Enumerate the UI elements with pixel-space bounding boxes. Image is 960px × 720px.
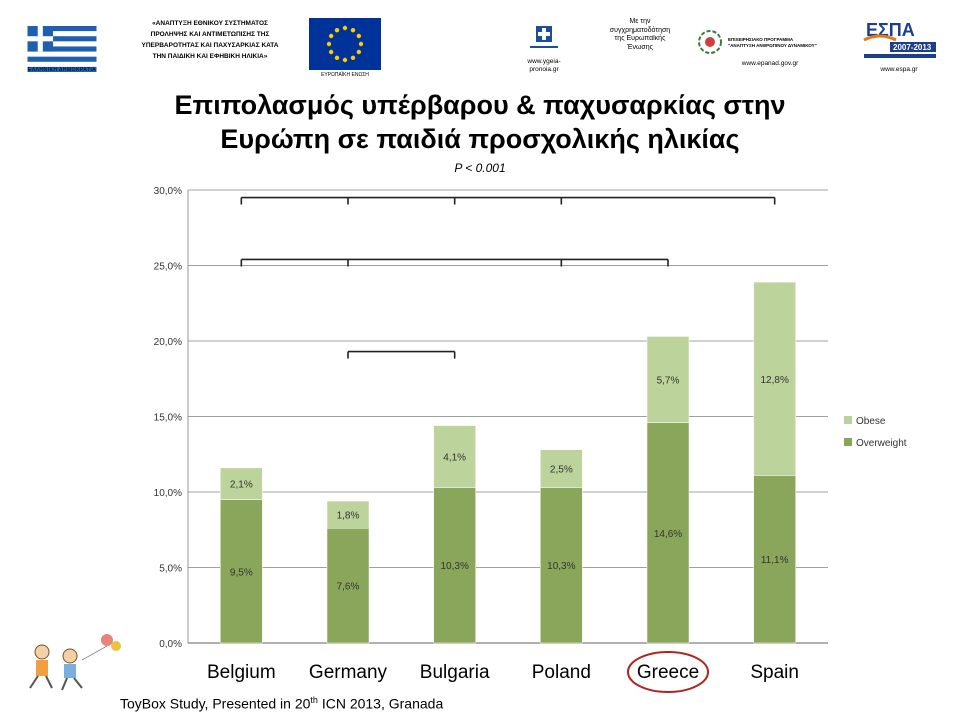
epan-url: www.epanad.gov.gr <box>741 60 799 67</box>
p-value: P < 0.001 <box>454 161 506 175</box>
legend-swatch <box>844 416 852 424</box>
bar-obese <box>220 467 263 500</box>
program-line: ΠΡΟΛΗΨΗΣ ΚΑΙ ΑΝΤΙΜΕΤΩΠΙΣΗΣ ΤΗΣ <box>150 31 270 38</box>
data-label: 11,1% <box>761 555 789 566</box>
x-tick-label: Spain <box>750 662 799 683</box>
children-illustration-icon <box>29 634 121 691</box>
data-label: 7,6% <box>337 582 360 593</box>
bar-overweight <box>220 499 263 644</box>
bar-overweight <box>326 527 370 644</box>
cofund-line: Με την <box>629 18 651 25</box>
x-tick-label: Germany <box>309 662 388 683</box>
data-label: 2,1% <box>230 480 253 491</box>
bar-obese <box>753 281 796 476</box>
ygeia-pronoia-logo-icon <box>530 26 558 48</box>
eu-star-icon <box>358 41 364 47</box>
eu-flag-icon <box>309 18 381 70</box>
y-tick-label: 20,0% <box>154 337 182 348</box>
eu-star-icon <box>328 33 334 39</box>
ygeia-caption-line: www.ygeia- <box>527 58 561 65</box>
cofund-line: της Ευρωπαϊκής <box>614 35 666 42</box>
y-tick-label: 5,0% <box>159 564 182 575</box>
bar-overweight <box>753 475 796 644</box>
footer-superscript: th <box>310 695 318 705</box>
program-line: ΤΗΝ ΠΑΙΔΙΚΗ ΚΑΙ ΕΦΗΒΙΚΗ ΗΛΙΚΙΑ» <box>152 53 268 60</box>
x-tick-label: Greece <box>637 662 699 683</box>
espa-years: 2007-2013 <box>893 43 932 52</box>
eu-star-icon <box>350 27 356 33</box>
eu-star-icon <box>342 25 348 31</box>
data-label: 14,6% <box>654 529 682 540</box>
bar-overweight <box>433 487 476 644</box>
eu-star-icon <box>334 55 340 61</box>
espa-url: www.espa.gr <box>880 66 918 73</box>
cofunding-text: Με την συγχρηματοδότηση της Ευρωπαϊκής Έ… <box>590 18 690 52</box>
data-label: 5,7% <box>657 376 680 387</box>
y-tick-label: 10,0% <box>154 488 182 499</box>
cofund-line: Ένωσης <box>626 43 654 51</box>
y-tick-label: 30,0% <box>154 186 182 197</box>
footer-suffix: ICN 2013, Granada <box>317 695 444 712</box>
ygeia-caption-line: pronoia.gr <box>529 66 559 73</box>
eu-star-icon <box>356 49 362 55</box>
eu-star-icon <box>328 49 334 55</box>
data-label: 10,3% <box>547 561 575 572</box>
x-tick-label: Poland <box>532 662 591 683</box>
y-tick-label: 25,0% <box>154 262 182 273</box>
legend-swatch <box>844 438 852 446</box>
epan-line: "ΑΝΑΠΤΥΞΗ ΑΝΘΡΩΠΙΝΟΥ ΔΥΝΑΜΙΚΟΥ" <box>728 43 817 48</box>
epan-program-logo-icon <box>698 30 722 54</box>
eu-star-icon <box>326 41 332 47</box>
x-tick-label: Belgium <box>207 662 276 683</box>
title-line-2: Ευρώπη σε παιδιά προσχολικής ηλικίας <box>220 124 740 154</box>
title-line-1: Επιπολασμός υπέρβαρου & παχυσαρκίας στην <box>174 90 786 120</box>
data-label: 4,1% <box>443 453 466 464</box>
cofund-line: συγχρηματοδότηση <box>609 26 671 34</box>
epan-program-text: ΕΠΙΧΕΙΡΗΣΙΑΚΟ ΠΡΟΓΡΑΜΜΑ "ΑΝΑΠΤΥΞΗ ΑΝΘΡΩΠ… <box>728 37 848 49</box>
program-line: «ΑΝΑΠΤΥΞΗ ΕΘΝΙΚΟΥ ΣΥΣΤΗΜΑΤΟΣ <box>152 20 268 27</box>
bar-obese <box>646 336 690 423</box>
eu-star-icon <box>342 57 348 63</box>
data-label: 12,8% <box>760 375 788 386</box>
data-label: 1,8% <box>337 511 360 522</box>
eu-star-icon <box>356 33 362 39</box>
program-line: ΥΠΕΡΒΑΡΟΤΗΤΑΣ ΚΑΙ ΠΑΧΥΣΑΡΚΙΑΣ ΚΑΤΑ <box>141 42 279 49</box>
espa-logo-icon: ΕΣΠΑ 2007-2013 <box>863 20 936 58</box>
y-tick-label: 15,0% <box>154 413 182 424</box>
bar-overweight <box>540 487 583 644</box>
highlight-circle <box>627 651 709 693</box>
data-label: 2,5% <box>550 465 573 476</box>
legend-label: Overweight <box>856 438 907 449</box>
bar-obese <box>326 500 370 529</box>
ygeia-caption: www.ygeia- pronoia.gr <box>514 58 574 74</box>
footer-prefix: ToyBox Study, Presented in 20 <box>120 695 311 712</box>
greek-flag-caption: ΕΛΛΗΝΙΚΗ ΔΗΜΟΚΡΑΤΙΑ <box>27 67 97 73</box>
eu-star-icon <box>334 27 340 33</box>
eu-star-icon <box>350 55 356 61</box>
bar-overweight <box>646 422 690 644</box>
footer-citation: ToyBox Study, Presented in 20th ICN 2013… <box>120 695 443 712</box>
eu-caption: ΕΥΡΩΠΑΪΚΗ ΕΝΩΣΗ <box>321 72 369 78</box>
legend-label: Obese <box>856 416 886 427</box>
greek-flag-icon <box>27 26 97 72</box>
y-tick-label: 0,0% <box>159 639 182 650</box>
program-title: «ΑΝΑΠΤΥΞΗ ΕΘΝΙΚΟΥ ΣΥΣΤΗΜΑΤΟΣ ΠΡΟΛΗΨΗΣ ΚΑ… <box>120 18 300 62</box>
epan-line: ΕΠΙΧΕΙΡΗΣΙΑΚΟ ΠΡΟΓΡΑΜΜΑ <box>728 37 794 42</box>
slide-title: Επιπολασμός υπέρβαρου & παχυσαρκίας στην… <box>0 88 960 156</box>
data-label: 10,3% <box>440 561 468 572</box>
x-tick-label: Bulgaria <box>420 662 490 683</box>
bar-obese <box>433 425 476 488</box>
bar-obese <box>540 449 583 488</box>
data-label: 9,5% <box>230 567 253 578</box>
